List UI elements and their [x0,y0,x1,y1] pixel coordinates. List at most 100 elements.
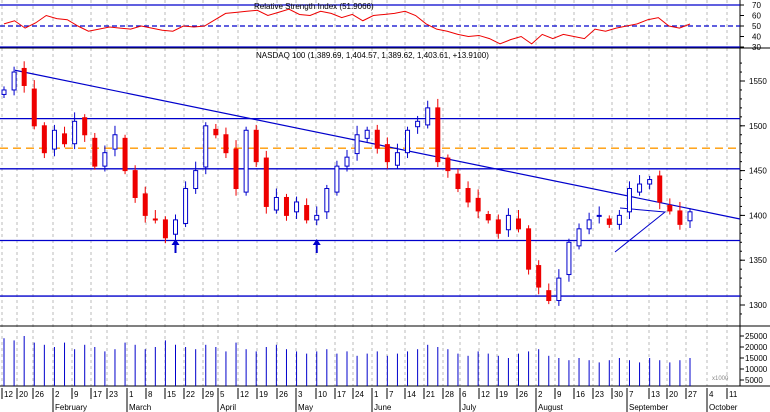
date-tick-label: 15 [167,390,176,399]
candle-body [374,129,380,149]
date-tick-label: 16 [576,390,585,399]
date-tick-label: 26 [519,390,528,399]
date-tick-label: 28 [445,390,454,399]
candle-body [233,148,239,190]
candle-body [203,125,209,168]
date-tick-label: 8 [148,390,153,399]
candle-body [112,134,118,150]
date-tick-label: 21 [426,390,435,399]
candle-body [72,120,78,145]
candle-body [485,214,491,221]
date-tick-label: 12 [240,390,249,399]
volume-tick-label: 10000 [745,365,768,374]
candle-body [183,188,189,224]
candle-body [445,157,451,172]
volume-tick-label: 20000 [745,343,768,352]
candle-body [657,175,663,203]
price-tick-label: 1500 [749,122,767,131]
date-tick-label: 17 [93,390,102,399]
candle-body [455,173,461,190]
candle-body [324,188,330,213]
candle-body [415,120,421,128]
date-tick-label: 12 [4,390,13,399]
month-label: October [709,403,738,412]
candle-body [647,179,653,185]
volume-tick-label: 25000 [745,332,768,341]
candle-body [334,165,340,193]
candle-body [21,67,27,86]
date-tick-label: 19 [259,390,268,399]
candle-body [122,137,128,172]
rsi-tick-label: 50 [752,22,761,31]
date-tick-label: 10 [318,390,327,399]
candle-body [354,134,360,155]
candle-body [132,170,138,198]
month-label: February [55,403,87,412]
candle-body [364,129,370,139]
candle-body [394,152,400,166]
candle-body [435,107,441,163]
date-tick-label: 27 [688,390,697,399]
volume-unit: x1000 [712,376,729,382]
date-tick-label: 7 [389,390,394,399]
date-tick-label: 29 [205,390,214,399]
candle-body [616,214,622,225]
date-tick-label: 1 [374,390,379,399]
candle-body [304,205,310,221]
rsi-tick-label: 30 [752,43,761,52]
candle-body [505,214,511,231]
date-tick-label: 30 [614,390,623,399]
rsi-line [3,8,691,45]
candle-body [637,183,643,193]
date-tick-label: 12 [481,390,490,399]
candle-body [51,129,57,150]
candle-body [162,219,168,239]
candle-body [82,117,88,136]
date-tick-label: 26 [279,390,288,399]
candle-body [576,228,582,247]
rsi-tick-label: 40 [752,33,761,42]
date-tick-label: 20 [19,390,28,399]
candle-body [465,188,471,203]
date-tick-label: 5 [220,390,225,399]
candle-body [102,152,108,167]
date-tick-label: 23 [109,390,118,399]
date-tick-label: 2 [55,390,60,399]
candle-body [173,219,178,235]
candle-body [193,170,199,190]
candle-body [142,193,148,216]
month-label: April [220,403,236,412]
candle-body [344,156,350,167]
month-label: March [129,403,151,412]
date-tick-label: 1 [129,390,134,399]
price-tick-label: 1350 [749,256,767,265]
candle-body [243,129,249,193]
candle-body [626,188,632,213]
candle-body [263,157,269,207]
date-tick-label: 2 [538,390,543,399]
date-tick-label: 3 [298,390,303,399]
volume-tick-label: 5000 [745,376,763,385]
rsi-title: Relative Strength Index (51.9066) [254,2,374,11]
date-tick-label: 9 [74,390,79,399]
candle-body [273,196,279,211]
date-tick-label: 20 [669,390,678,399]
price-title: NASDAQ 100 (1,389.69, 1,404.57, 1,389.62… [256,51,489,60]
candle-body [405,129,411,154]
candle-body [667,205,673,212]
date-tick-label: 6 [462,390,467,399]
candle-body [677,210,683,225]
candle-body [516,218,521,230]
date-tick-label: 13 [651,390,660,399]
date-tick-label: 9 [557,390,562,399]
rsi-tick-label: 70 [752,1,761,10]
volume-tick-label: 15000 [745,354,768,363]
month-label: September [629,403,668,412]
candle-body [384,144,390,163]
candle-body [425,107,431,126]
candle-body [62,133,68,145]
candle-body [11,71,17,91]
date-tick-label: 11 [729,390,738,399]
price-tick-label: 1300 [749,301,767,310]
candle-body [546,290,552,302]
